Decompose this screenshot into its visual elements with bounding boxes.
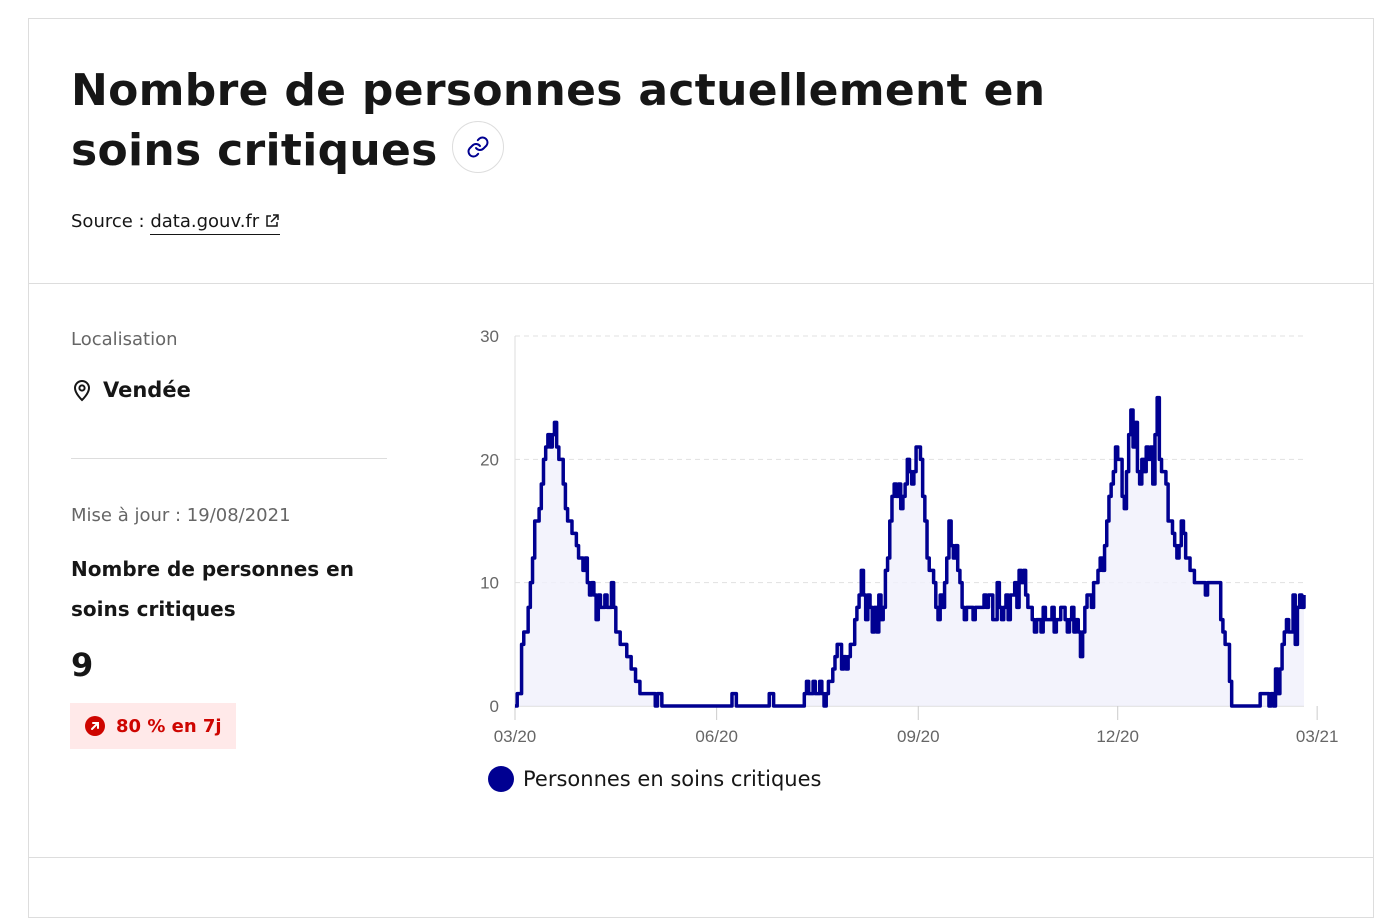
page-title-text: Nombre de personnes actuellement en soin… (71, 65, 1046, 176)
copy-link-button[interactable] (451, 121, 504, 173)
map-pin-icon (73, 380, 91, 402)
sidebar-divider (71, 458, 387, 459)
indicator-card: Nombre de personnes actuellement en soin… (28, 18, 1374, 918)
trend-badge: 80 % en 7j (70, 703, 236, 749)
link-icon (467, 136, 489, 158)
legend-label: Personnes en soins critiques (523, 767, 822, 791)
trend-text: 80 % en 7j (116, 715, 222, 737)
legend-swatch (488, 766, 514, 792)
metric-value: 9 (71, 646, 94, 684)
source-label: Source : (71, 211, 151, 232)
location-value: Vendée (103, 378, 191, 402)
external-link-icon (266, 214, 279, 227)
arrow-up-right-icon (85, 716, 105, 736)
chart-legend: Personnes en soins critiques (488, 766, 821, 792)
page-title: Nombre de personnes actuellement en soin… (71, 61, 1191, 181)
location-label: Localisation (71, 329, 178, 350)
metric-label: Nombre de personnes en soins critiques (71, 557, 354, 621)
bottom-divider (29, 857, 1373, 858)
source-link[interactable]: data.gouv.fr (150, 211, 281, 235)
source-link-text: data.gouv.fr (150, 211, 260, 232)
update-date: Mise à jour : 19/08/2021 (71, 505, 291, 526)
location-selector[interactable]: Vendée (71, 378, 191, 402)
source-line: Source : data.gouv.fr (71, 211, 281, 235)
card-header: Nombre de personnes actuellement en soin… (29, 19, 1373, 284)
